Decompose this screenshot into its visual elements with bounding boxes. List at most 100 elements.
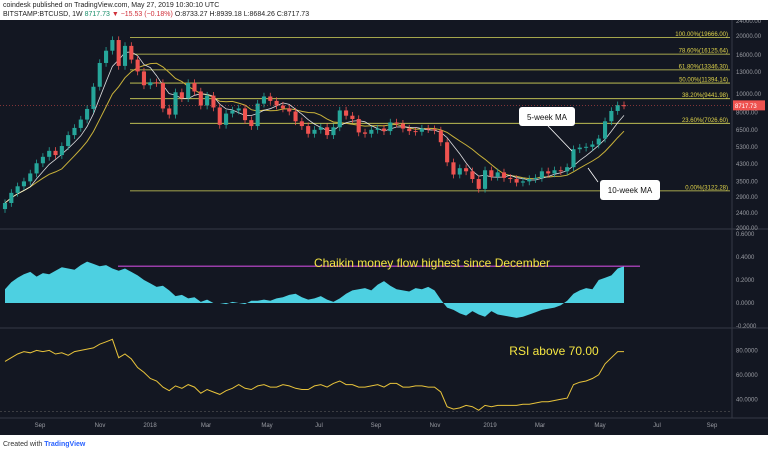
last-price-tag-label: 8717.73 bbox=[735, 104, 757, 110]
candle-body bbox=[116, 40, 121, 66]
ma-5-week-line bbox=[4, 51, 625, 204]
cmf-tick-label: 0.2000 bbox=[736, 278, 755, 284]
candle-body bbox=[381, 128, 387, 132]
fib-level-label: 100.00%(19666.00) bbox=[675, 32, 728, 38]
candle-body bbox=[426, 128, 431, 130]
current-price: 8717.73 bbox=[84, 11, 110, 18]
annotation-pointer bbox=[587, 167, 599, 183]
ma-10-week-line bbox=[4, 62, 625, 204]
candle-body bbox=[464, 168, 469, 172]
candle-body bbox=[97, 62, 102, 87]
candle-body bbox=[53, 150, 58, 156]
candle-body bbox=[173, 92, 178, 115]
candle-body bbox=[306, 126, 311, 134]
candle-body bbox=[198, 91, 203, 106]
candle-body bbox=[205, 95, 210, 106]
price-tick-label: 3500.00 bbox=[736, 179, 758, 185]
candle-body bbox=[394, 122, 399, 124]
candle-body bbox=[318, 127, 323, 130]
candle-body bbox=[331, 127, 336, 136]
candle-body bbox=[344, 110, 349, 116]
cmf-tick-label: -0.2000 bbox=[736, 324, 757, 330]
candle-body bbox=[34, 163, 39, 174]
candle-body bbox=[584, 146, 589, 148]
candle-body bbox=[596, 138, 601, 145]
candle-body bbox=[400, 123, 405, 129]
rsi-annotation: RSI above 70.00 bbox=[509, 344, 599, 358]
candle-body bbox=[236, 108, 241, 111]
fib-level-label: 0.00%(3122.28) bbox=[685, 185, 728, 191]
candle-body bbox=[621, 105, 627, 107]
price-tick-label: 2900.00 bbox=[736, 195, 758, 201]
price-tick-label: 2400.00 bbox=[736, 211, 758, 217]
candle-body bbox=[91, 86, 96, 109]
price-tick-label: 6500.00 bbox=[736, 128, 758, 134]
candle-body bbox=[375, 128, 380, 130]
symbol-line: BITSTAMP:BTCUSD, 1W 8717.73 ▼ −15.53 (−0… bbox=[3, 11, 309, 18]
annotation-box bbox=[600, 180, 660, 200]
candle-body bbox=[369, 129, 374, 134]
candle-body bbox=[21, 181, 27, 187]
candle-body bbox=[482, 170, 488, 189]
chart-svg[interactable]: 24000.00 20000.00 16000.00 13000.00 10000.00… bbox=[0, 20, 768, 435]
candle-body bbox=[2, 203, 8, 210]
cmf-area bbox=[5, 261, 624, 318]
ohlc-values: O:8733.27 H:8939.18 L:8684.26 C:8717.73 bbox=[174, 11, 310, 18]
time-axis-label: Nov bbox=[95, 423, 106, 429]
fib-level-label: 78.60%(16125.64) bbox=[679, 49, 728, 55]
candle-body bbox=[261, 96, 267, 104]
candle-body bbox=[457, 168, 462, 175]
price-tick-label: 24000.00 bbox=[736, 20, 762, 25]
time-axis-label: Mar bbox=[535, 423, 545, 429]
candle-body bbox=[438, 130, 443, 143]
price-tick-label: 2000.00 bbox=[736, 226, 758, 232]
candle-body bbox=[356, 119, 361, 133]
candle-body bbox=[129, 45, 134, 60]
chart-area[interactable]: 24000.00 20000.00 16000.00 13000.00 10000.00… bbox=[0, 20, 768, 435]
candle-body bbox=[533, 177, 538, 180]
candle-body bbox=[59, 146, 64, 156]
candle-body bbox=[552, 170, 557, 174]
price-tick-label: 10000.00 bbox=[736, 92, 762, 98]
candle-body bbox=[432, 129, 437, 131]
candle-body bbox=[470, 171, 475, 180]
price-tick-label: 4300.00 bbox=[736, 162, 758, 168]
annotation-pointer bbox=[547, 125, 573, 152]
author-name[interactable]: coindesk bbox=[3, 2, 31, 9]
candle-body bbox=[160, 83, 165, 109]
candle-body bbox=[527, 179, 532, 182]
candle-body bbox=[615, 105, 620, 111]
time-axis-label: Sep bbox=[371, 423, 382, 429]
candle-body bbox=[255, 103, 260, 127]
candle-body bbox=[590, 144, 595, 147]
cmf-annotation: Chaikin money flow highest since Decembe… bbox=[314, 256, 550, 270]
candle-body bbox=[539, 171, 544, 178]
price-tick-label: 20000.00 bbox=[736, 34, 762, 40]
candle-body bbox=[28, 173, 33, 182]
chart-header: coindesk published on TradingView.com, M… bbox=[0, 0, 768, 20]
candle-body bbox=[350, 115, 355, 120]
candle-body bbox=[445, 142, 450, 163]
tradingview-logo[interactable]: TradingView bbox=[44, 441, 86, 448]
candle-body bbox=[78, 119, 83, 128]
time-axis-label: May bbox=[594, 423, 605, 429]
candle-body bbox=[47, 150, 52, 157]
candle-body bbox=[501, 172, 507, 178]
time-axis-label: Jul bbox=[315, 423, 323, 429]
candle-body bbox=[167, 108, 172, 115]
rsi-tick-label: 60.0000 bbox=[736, 373, 758, 379]
time-axis-label: Mar bbox=[201, 423, 211, 429]
candle-body bbox=[413, 131, 418, 133]
chart-footer: Created with TradingView bbox=[0, 435, 768, 454]
candle-body bbox=[154, 82, 159, 84]
candle-body bbox=[602, 121, 608, 139]
candle-body bbox=[230, 110, 235, 114]
candle-body bbox=[565, 167, 570, 172]
time-axis-label: May bbox=[261, 423, 272, 429]
candle-body bbox=[476, 179, 481, 189]
price-tick-label: 16000.00 bbox=[736, 53, 762, 59]
fib-level-label: 23.60%(7026.60) bbox=[682, 118, 728, 124]
last-price-tag bbox=[733, 100, 765, 111]
candle-body bbox=[325, 127, 330, 136]
candle-body bbox=[211, 95, 216, 108]
